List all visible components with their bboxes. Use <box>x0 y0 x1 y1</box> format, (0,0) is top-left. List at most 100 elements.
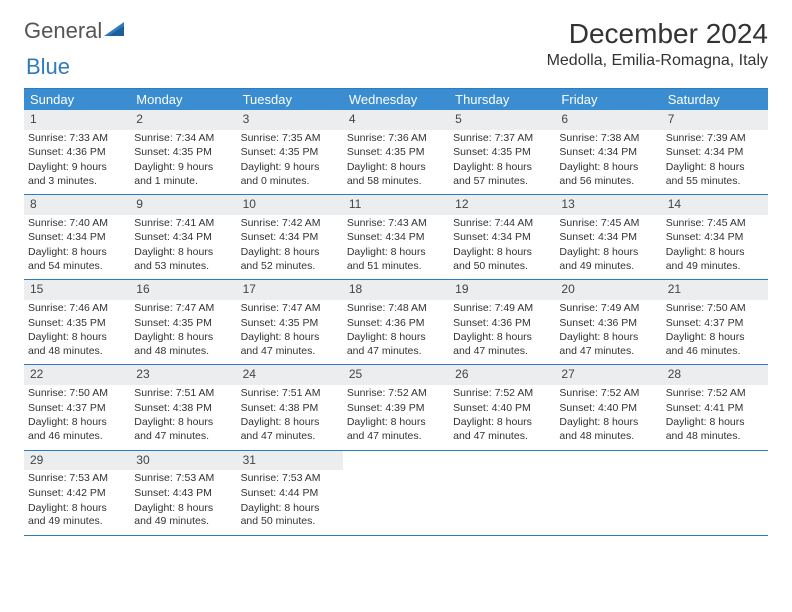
sunrise-line: Sunrise: 7:45 AM <box>559 217 657 231</box>
week-row: 22Sunrise: 7:50 AMSunset: 4:37 PMDayligh… <box>24 365 768 450</box>
weekday-tuesday: Tuesday <box>237 89 343 110</box>
daylight-line: Daylight: 9 hours and 0 minutes. <box>241 161 339 188</box>
daynum-bg: 27 <box>555 365 661 385</box>
daylight-line: Daylight: 8 hours and 47 minutes. <box>559 331 657 358</box>
weekday-sunday: Sunday <box>24 89 130 110</box>
sunrise-line: Sunrise: 7:35 AM <box>241 132 339 146</box>
daylight-line: Daylight: 8 hours and 57 minutes. <box>453 161 551 188</box>
weekday-friday: Friday <box>555 89 661 110</box>
day-cell: 21Sunrise: 7:50 AMSunset: 4:37 PMDayligh… <box>662 280 768 364</box>
day-number: 14 <box>668 197 762 213</box>
daylight-line: Daylight: 8 hours and 47 minutes. <box>453 416 551 443</box>
daynum-bg: 25 <box>343 365 449 385</box>
daynum-bg: 6 <box>555 110 661 130</box>
sunset-line: Sunset: 4:34 PM <box>241 231 339 245</box>
day-number: 22 <box>30 367 124 383</box>
daynum-bg: 29 <box>24 451 130 471</box>
calendar: SundayMondayTuesdayWednesdayThursdayFrid… <box>24 88 768 536</box>
title-block: December 2024 Medolla, Emilia-Romagna, I… <box>547 18 768 70</box>
sunrise-line: Sunrise: 7:51 AM <box>241 387 339 401</box>
daynum-bg: 2 <box>130 110 236 130</box>
sunset-line: Sunset: 4:35 PM <box>241 146 339 160</box>
day-number: 1 <box>30 112 124 128</box>
day-cell: 6Sunrise: 7:38 AMSunset: 4:34 PMDaylight… <box>555 110 661 194</box>
daynum-bg: 20 <box>555 280 661 300</box>
sunset-line: Sunset: 4:36 PM <box>28 146 126 160</box>
daylight-line: Daylight: 8 hours and 55 minutes. <box>666 161 764 188</box>
sunset-line: Sunset: 4:34 PM <box>559 146 657 160</box>
day-cell: 11Sunrise: 7:43 AMSunset: 4:34 PMDayligh… <box>343 195 449 279</box>
day-cell: 17Sunrise: 7:47 AMSunset: 4:35 PMDayligh… <box>237 280 343 364</box>
day-cell: 22Sunrise: 7:50 AMSunset: 4:37 PMDayligh… <box>24 365 130 449</box>
day-cell: 4Sunrise: 7:36 AMSunset: 4:35 PMDaylight… <box>343 110 449 194</box>
sunrise-line: Sunrise: 7:47 AM <box>241 302 339 316</box>
daynum-bg: 30 <box>130 451 236 471</box>
sunrise-line: Sunrise: 7:53 AM <box>134 472 232 486</box>
month-title: December 2024 <box>547 18 768 50</box>
week-row: 1Sunrise: 7:33 AMSunset: 4:36 PMDaylight… <box>24 110 768 195</box>
sunset-line: Sunset: 4:37 PM <box>666 317 764 331</box>
day-cell: 25Sunrise: 7:52 AMSunset: 4:39 PMDayligh… <box>343 365 449 449</box>
sunrise-line: Sunrise: 7:40 AM <box>28 217 126 231</box>
day-number: 5 <box>455 112 549 128</box>
daylight-line: Daylight: 8 hours and 49 minutes. <box>28 502 126 529</box>
logo-text-general: General <box>24 18 102 44</box>
week-row: 29Sunrise: 7:53 AMSunset: 4:42 PMDayligh… <box>24 451 768 536</box>
daynum-bg: 11 <box>343 195 449 215</box>
daynum-bg: 17 <box>237 280 343 300</box>
daylight-line: Daylight: 8 hours and 58 minutes. <box>347 161 445 188</box>
day-cell: 15Sunrise: 7:46 AMSunset: 4:35 PMDayligh… <box>24 280 130 364</box>
sunrise-line: Sunrise: 7:50 AM <box>666 302 764 316</box>
sunrise-line: Sunrise: 7:41 AM <box>134 217 232 231</box>
sunset-line: Sunset: 4:36 PM <box>453 317 551 331</box>
sunrise-line: Sunrise: 7:38 AM <box>559 132 657 146</box>
daylight-line: Daylight: 9 hours and 1 minute. <box>134 161 232 188</box>
day-cell: 2Sunrise: 7:34 AMSunset: 4:35 PMDaylight… <box>130 110 236 194</box>
day-number: 4 <box>349 112 443 128</box>
daynum-bg: 15 <box>24 280 130 300</box>
day-number: 28 <box>668 367 762 383</box>
day-number: 3 <box>243 112 337 128</box>
daylight-line: Daylight: 8 hours and 49 minutes. <box>559 246 657 273</box>
daynum-bg: 18 <box>343 280 449 300</box>
sunrise-line: Sunrise: 7:36 AM <box>347 132 445 146</box>
daynum-bg: 26 <box>449 365 555 385</box>
logo: General <box>24 18 128 44</box>
sunrise-line: Sunrise: 7:34 AM <box>134 132 232 146</box>
daylight-line: Daylight: 8 hours and 49 minutes. <box>666 246 764 273</box>
daynum-bg: 23 <box>130 365 236 385</box>
sunrise-line: Sunrise: 7:46 AM <box>28 302 126 316</box>
daylight-line: Daylight: 8 hours and 47 minutes. <box>453 331 551 358</box>
day-number: 31 <box>243 453 337 469</box>
sunset-line: Sunset: 4:34 PM <box>453 231 551 245</box>
day-number: 11 <box>349 197 443 213</box>
sunrise-line: Sunrise: 7:39 AM <box>666 132 764 146</box>
day-number: 8 <box>30 197 124 213</box>
day-number: 13 <box>561 197 655 213</box>
daylight-line: Daylight: 8 hours and 53 minutes. <box>134 246 232 273</box>
day-cell: 19Sunrise: 7:49 AMSunset: 4:36 PMDayligh… <box>449 280 555 364</box>
day-number: 10 <box>243 197 337 213</box>
daylight-line: Daylight: 8 hours and 47 minutes. <box>347 416 445 443</box>
daynum-bg: 13 <box>555 195 661 215</box>
day-cell: 10Sunrise: 7:42 AMSunset: 4:34 PMDayligh… <box>237 195 343 279</box>
day-number: 2 <box>136 112 230 128</box>
day-number: 30 <box>136 453 230 469</box>
sunrise-line: Sunrise: 7:50 AM <box>28 387 126 401</box>
sunrise-line: Sunrise: 7:47 AM <box>134 302 232 316</box>
calendar-body: 1Sunrise: 7:33 AMSunset: 4:36 PMDaylight… <box>24 110 768 536</box>
day-cell <box>662 451 768 535</box>
day-cell: 3 Sunrise: 7:35 AMSunset: 4:35 PMDaylight… <box>237 110 343 194</box>
daynum-bg: 28 <box>662 365 768 385</box>
week-row: 8Sunrise: 7:40 AMSunset: 4:34 PMDaylight… <box>24 195 768 280</box>
daylight-line: Daylight: 8 hours and 49 minutes. <box>134 502 232 529</box>
day-cell: 18Sunrise: 7:48 AMSunset: 4:36 PMDayligh… <box>343 280 449 364</box>
daynum-bg: 3 <box>237 110 343 130</box>
day-cell: 13Sunrise: 7:45 AMSunset: 4:34 PMDayligh… <box>555 195 661 279</box>
day-cell: 16Sunrise: 7:47 AMSunset: 4:35 PMDayligh… <box>130 280 236 364</box>
sunset-line: Sunset: 4:34 PM <box>134 231 232 245</box>
daynum-bg: 8 <box>24 195 130 215</box>
daylight-line: Daylight: 8 hours and 46 minutes. <box>666 331 764 358</box>
daynum-bg: 12 <box>449 195 555 215</box>
day-cell: 29Sunrise: 7:53 AMSunset: 4:42 PMDayligh… <box>24 451 130 535</box>
